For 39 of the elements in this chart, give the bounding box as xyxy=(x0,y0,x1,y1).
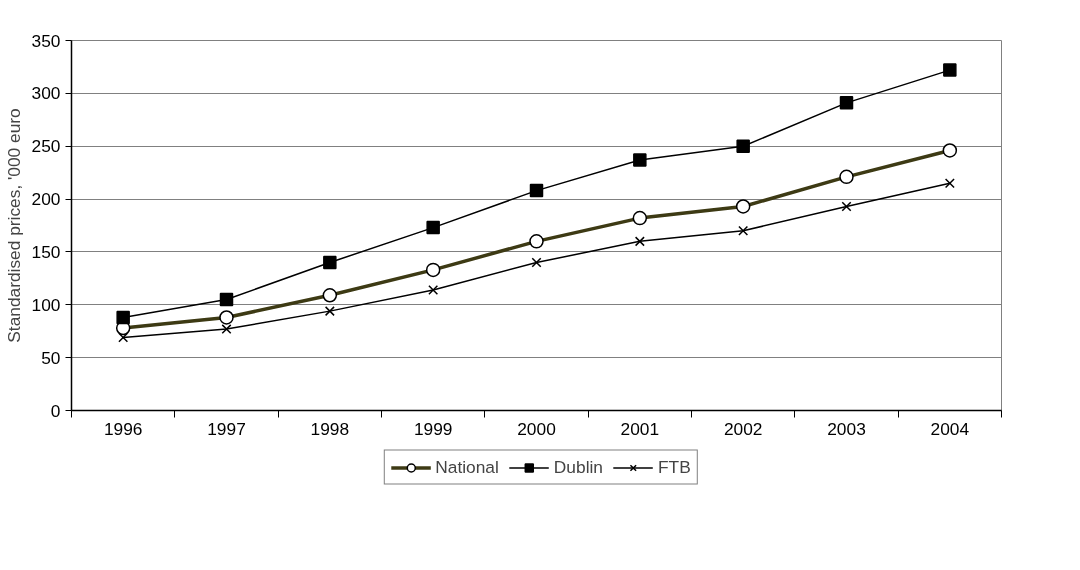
point xyxy=(324,306,335,317)
legend-label: FTB xyxy=(657,456,691,478)
point xyxy=(841,201,852,212)
point xyxy=(944,178,955,189)
x-tick-label: 1999 xyxy=(413,418,453,439)
y-tick-label: 300 xyxy=(31,83,61,104)
x-tick-label: 2001 xyxy=(620,418,660,439)
x-tick-label: 2002 xyxy=(723,418,763,439)
point xyxy=(738,225,749,236)
x-tick-label: 1997 xyxy=(207,418,246,439)
point xyxy=(426,220,440,235)
y-axis-title: Standardised prices, '000 euro xyxy=(3,108,24,343)
y-tick-label: 200 xyxy=(31,189,61,210)
point xyxy=(633,153,647,167)
x-tick-label: 1998 xyxy=(310,418,350,439)
legend-label: National xyxy=(435,456,499,478)
y-tick-label: 250 xyxy=(31,136,61,157)
x-tick-label: 1996 xyxy=(103,418,143,439)
point xyxy=(531,257,542,268)
y-tick-label: 50 xyxy=(41,347,61,368)
point xyxy=(428,284,439,295)
y-tick-label: 0 xyxy=(50,400,61,421)
y-tick-label: 150 xyxy=(31,241,61,262)
x-tick-label: 2003 xyxy=(827,418,866,439)
point xyxy=(221,324,232,335)
x-tick-label: 2004 xyxy=(930,418,970,439)
y-tick-label: 100 xyxy=(31,294,61,315)
legend-label: Dublin xyxy=(553,456,603,478)
point xyxy=(736,139,750,153)
point xyxy=(219,292,234,307)
point xyxy=(118,332,129,343)
point xyxy=(943,63,957,77)
point xyxy=(116,310,130,325)
x-tick-label: 2000 xyxy=(517,418,556,439)
point xyxy=(323,255,337,270)
point xyxy=(529,183,544,198)
point xyxy=(634,236,645,247)
y-tick-label: 350 xyxy=(31,30,61,51)
point xyxy=(839,96,854,110)
